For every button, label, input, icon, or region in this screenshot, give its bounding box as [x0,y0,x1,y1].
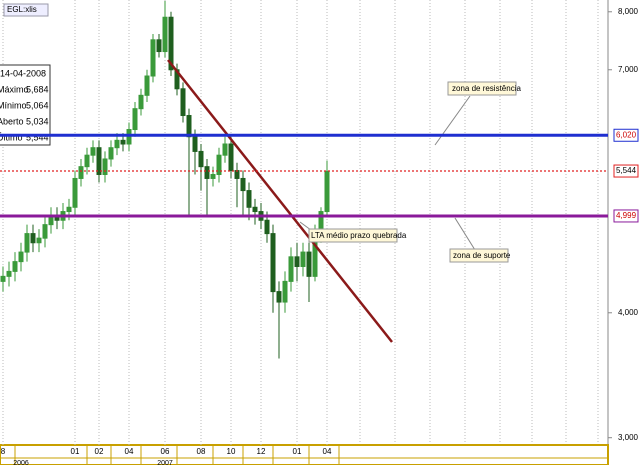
info-value: 5,684 [26,84,49,94]
candle-body [72,177,78,208]
future-grid [359,0,599,445]
candle-body [270,233,276,293]
candle-body [294,256,300,267]
candle-body [36,237,42,244]
info-name: Aberto [0,116,24,126]
candle-body [138,94,144,110]
candle-body [276,291,282,303]
level-label-box [613,164,639,178]
candle-body [198,150,204,168]
candle-body [0,275,6,282]
x-tick-label: 01 [71,447,80,456]
candle-body [180,88,186,117]
candle-body [216,154,222,175]
y-tick-label: 8,000 [618,7,639,16]
candle-body [90,147,96,156]
candle-body [234,170,240,179]
x-tick-label: 8 [1,447,6,456]
info-value: 5,544 [26,132,49,142]
annotation: zona de resistência [452,84,521,93]
x-tick-label: 12 [257,447,266,456]
candle-body [42,224,48,239]
candle-body [84,154,90,168]
level-label: 6,020 [616,130,637,139]
info-value: 5,034 [26,116,49,126]
candle-body [204,166,210,179]
x-tick-label: 04 [125,447,134,456]
x-year-label: 2007 [157,460,173,465]
candle-body [156,39,162,53]
y-tick-label: 4,000 [618,308,639,317]
candle-body [102,158,108,175]
x-tick-label: 06 [161,447,170,456]
candle-body [150,39,156,77]
annotation-box [447,81,517,96]
level-label-box [613,209,639,223]
x-tick-label: 02 [95,447,104,456]
candle-body [192,136,198,152]
candle-body [162,16,168,53]
candle-body [306,251,312,277]
trend-line [167,59,393,343]
x-tick-label: 08 [197,447,206,456]
candle-body [252,206,258,213]
candle-body [96,147,102,175]
annotation-box [308,228,398,243]
candle-body [108,147,114,160]
level-label: 5,544 [616,166,637,175]
candle-body [210,173,216,179]
candle-body [144,75,150,96]
y-tick-label: 3,000 [618,433,639,442]
level-label-box [613,128,639,142]
annotation: zona de suporte [453,251,511,260]
candle-body [114,139,120,149]
x-tick-label: 01 [293,447,302,456]
candle-body [246,190,252,208]
level-label: 4,999 [616,211,637,220]
y-tick-label: 7,000 [618,65,639,74]
candle-body [288,256,294,282]
info-name: Mínimo [0,100,27,110]
candle-body [30,233,36,244]
annotation-pointer [434,95,471,146]
candle-body [228,143,234,172]
candle-body [24,233,30,253]
x-tick-label: 04 [323,447,332,456]
candle-body [12,261,18,272]
info-name: Máximo [0,84,29,94]
candle-body [240,177,246,192]
candle-body [66,206,72,213]
annotation: LTA médio prazo quebrada [311,231,407,240]
info-box [0,64,51,146]
info-value: 5,064 [26,100,49,110]
candle-body [168,16,174,71]
annotation-pointer [454,217,476,251]
x-axis-band [0,444,609,465]
symbol[interactable]: EGL:xlis [7,5,37,14]
x-tick-label: 10 [227,447,236,456]
candle-body [222,143,228,156]
symbol-box[interactable] [3,3,49,17]
candle-body [6,270,12,277]
candle-body [300,251,306,267]
candle-body [18,251,24,263]
candle-body [324,170,330,213]
candle-body [186,115,192,138]
candle-body [132,108,138,131]
candle-body [264,219,270,235]
candle-body [282,280,288,303]
annotation-box [449,248,509,263]
candle-body [126,129,132,145]
info-date: 14-04-2008 [0,68,46,78]
candle-body [120,139,126,145]
info-name: Último [0,132,23,142]
x-year-label: 2006 [13,460,29,465]
candle-body [78,166,84,179]
